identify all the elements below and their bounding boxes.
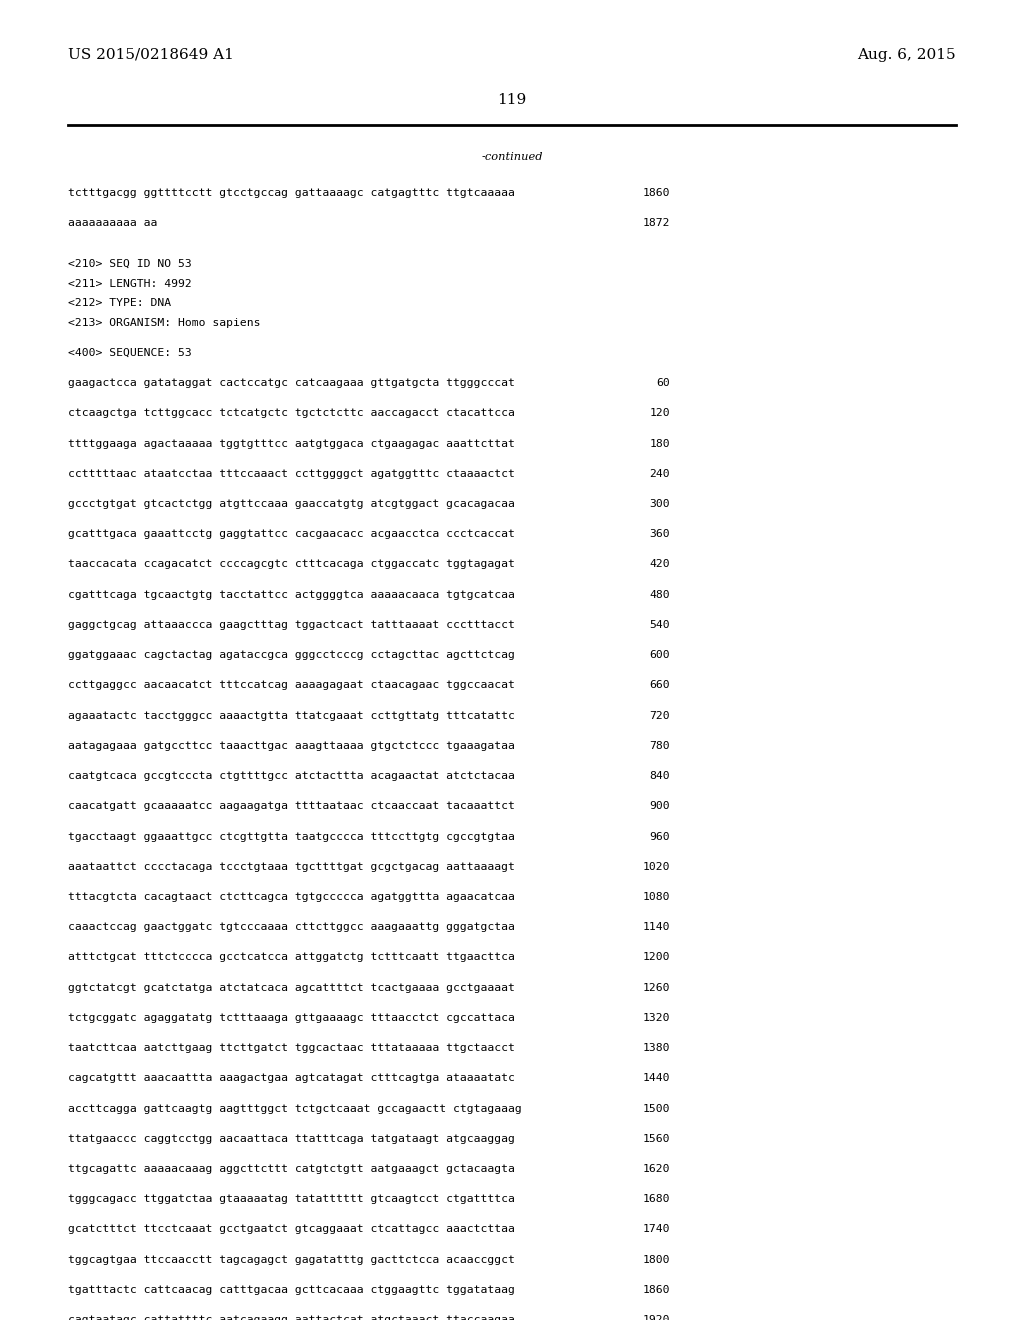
Text: 720: 720 bbox=[649, 710, 670, 721]
Text: 1800: 1800 bbox=[642, 1254, 670, 1265]
Text: <211> LENGTH: 4992: <211> LENGTH: 4992 bbox=[68, 279, 191, 289]
Text: tggcagtgaa ttccaacctt tagcagagct gagatatttg gacttctcca acaaccggct: tggcagtgaa ttccaacctt tagcagagct gagatat… bbox=[68, 1254, 515, 1265]
Text: aaataattct cccctacaga tccctgtaaa tgcttttgat gcgctgacag aattaaaagt: aaataattct cccctacaga tccctgtaaa tgctttt… bbox=[68, 862, 515, 871]
Text: aatagagaaa gatgccttcc taaacttgac aaagttaaaa gtgctctccc tgaaagataa: aatagagaaa gatgccttcc taaacttgac aaagtta… bbox=[68, 741, 515, 751]
Text: tgggcagacc ttggatctaa gtaaaaatag tatatttttt gtcaagtcct ctgattttca: tgggcagacc ttggatctaa gtaaaaatag tatattt… bbox=[68, 1195, 515, 1204]
Text: 360: 360 bbox=[649, 529, 670, 540]
Text: taaccacata ccagacatct ccccagcgtc ctttcacaga ctggaccatc tggtagagat: taaccacata ccagacatct ccccagcgtc ctttcac… bbox=[68, 560, 515, 569]
Text: 960: 960 bbox=[649, 832, 670, 842]
Text: 420: 420 bbox=[649, 560, 670, 569]
Text: gaggctgcag attaaaccca gaagctttag tggactcact tatttaaaat ccctttacct: gaggctgcag attaaaccca gaagctttag tggactc… bbox=[68, 620, 515, 630]
Text: <212> TYPE: DNA: <212> TYPE: DNA bbox=[68, 298, 171, 308]
Text: <210> SEQ ID NO 53: <210> SEQ ID NO 53 bbox=[68, 259, 191, 269]
Text: 60: 60 bbox=[656, 378, 670, 388]
Text: agaaatactc tacctgggcc aaaactgtta ttatcgaaat ccttgttatg tttcatattc: agaaatactc tacctgggcc aaaactgtta ttatcga… bbox=[68, 710, 515, 721]
Text: ggtctatcgt gcatctatga atctatcaca agcattttct tcactgaaaa gcctgaaaat: ggtctatcgt gcatctatga atctatcaca agcattt… bbox=[68, 982, 515, 993]
Text: gcatttgaca gaaattcctg gaggtattcc cacgaacacc acgaacctca ccctcaccat: gcatttgaca gaaattcctg gaggtattcc cacgaac… bbox=[68, 529, 515, 540]
Text: <213> ORGANISM: Homo sapiens: <213> ORGANISM: Homo sapiens bbox=[68, 318, 260, 327]
Text: cctttttaac ataatcctaa tttccaaact ccttggggct agatggtttc ctaaaactct: cctttttaac ataatcctaa tttccaaact ccttggg… bbox=[68, 469, 515, 479]
Text: tctttgacgg ggttttcctt gtcctgccag gattaaaagc catgagtttc ttgtcaaaaa: tctttgacgg ggttttcctt gtcctgccag gattaaa… bbox=[68, 187, 515, 198]
Text: 1320: 1320 bbox=[642, 1012, 670, 1023]
Text: 540: 540 bbox=[649, 620, 670, 630]
Text: ttatgaaccc caggtcctgg aacaattaca ttatttcaga tatgataagt atgcaaggag: ttatgaaccc caggtcctgg aacaattaca ttatttc… bbox=[68, 1134, 515, 1143]
Text: tctgcggatc agaggatatg tctttaaaga gttgaaaagc tttaacctct cgccattaca: tctgcggatc agaggatatg tctttaaaga gttgaaa… bbox=[68, 1012, 515, 1023]
Text: cgatttcaga tgcaactgtg tacctattcc actggggtca aaaaacaaca tgtgcatcaa: cgatttcaga tgcaactgtg tacctattcc actgggg… bbox=[68, 590, 515, 599]
Text: 1620: 1620 bbox=[642, 1164, 670, 1173]
Text: ctcaagctga tcttggcacc tctcatgctc tgctctcttc aaccagacct ctacattcca: ctcaagctga tcttggcacc tctcatgctc tgctctc… bbox=[68, 408, 515, 418]
Text: 240: 240 bbox=[649, 469, 670, 479]
Text: tgatttactc cattcaacag catttgacaa gcttcacaaa ctggaagttc tggatataag: tgatttactc cattcaacag catttgacaa gcttcac… bbox=[68, 1284, 515, 1295]
Text: ccttgaggcc aacaacatct tttccatcag aaaagagaat ctaacagaac tggccaacat: ccttgaggcc aacaacatct tttccatcag aaaagag… bbox=[68, 680, 515, 690]
Text: US 2015/0218649 A1: US 2015/0218649 A1 bbox=[68, 48, 233, 62]
Text: 180: 180 bbox=[649, 438, 670, 449]
Text: 120: 120 bbox=[649, 408, 670, 418]
Text: 1200: 1200 bbox=[642, 953, 670, 962]
Text: 900: 900 bbox=[649, 801, 670, 812]
Text: cagtaatagc cattattttc aatcagaagg aattactcat atgctaaact ttaccaagaa: cagtaatagc cattattttc aatcagaagg aattact… bbox=[68, 1315, 515, 1320]
Text: gccctgtgat gtcactctgg atgttccaaa gaaccatgtg atcgtggact gcacagacaa: gccctgtgat gtcactctgg atgttccaaa gaaccat… bbox=[68, 499, 515, 510]
Text: aaaaaaaaaa aa: aaaaaaaaaa aa bbox=[68, 218, 158, 228]
Text: 1500: 1500 bbox=[642, 1104, 670, 1114]
Text: 1860: 1860 bbox=[642, 187, 670, 198]
Text: caacatgatt gcaaaaatcc aagaagatga ttttaataac ctcaaccaat tacaaattct: caacatgatt gcaaaaatcc aagaagatga ttttaat… bbox=[68, 801, 515, 812]
Text: 1740: 1740 bbox=[642, 1225, 670, 1234]
Text: 1140: 1140 bbox=[642, 923, 670, 932]
Text: 1560: 1560 bbox=[642, 1134, 670, 1143]
Text: cagcatgttt aaacaattta aaagactgaa agtcatagat ctttcagtga ataaaatatc: cagcatgttt aaacaattta aaagactgaa agtcata… bbox=[68, 1073, 515, 1084]
Text: gcatctttct ttcctcaaat gcctgaatct gtcaggaaat ctcattagcc aaactcttaa: gcatctttct ttcctcaaat gcctgaatct gtcagga… bbox=[68, 1225, 515, 1234]
Text: 1680: 1680 bbox=[642, 1195, 670, 1204]
Text: 840: 840 bbox=[649, 771, 670, 781]
Text: ggatggaaac cagctactag agataccgca gggcctcccg cctagcttac agcttctcag: ggatggaaac cagctactag agataccgca gggcctc… bbox=[68, 651, 515, 660]
Text: -continued: -continued bbox=[481, 152, 543, 162]
Text: gaagactcca gatataggat cactccatgc catcaagaaa gttgatgcta ttgggcccat: gaagactcca gatataggat cactccatgc catcaag… bbox=[68, 378, 515, 388]
Text: 1020: 1020 bbox=[642, 862, 670, 871]
Text: 1260: 1260 bbox=[642, 982, 670, 993]
Text: caatgtcaca gccgtcccta ctgttttgcc atctacttta acagaactat atctctacaa: caatgtcaca gccgtcccta ctgttttgcc atctact… bbox=[68, 771, 515, 781]
Text: <400> SEQUENCE: 53: <400> SEQUENCE: 53 bbox=[68, 348, 191, 358]
Text: 119: 119 bbox=[498, 92, 526, 107]
Text: ttttggaaga agactaaaaa tggtgtttcc aatgtggaca ctgaagagac aaattcttat: ttttggaaga agactaaaaa tggtgtttcc aatgtgg… bbox=[68, 438, 515, 449]
Text: accttcagga gattcaagtg aagtttggct tctgctcaaat gccagaactt ctgtagaaag: accttcagga gattcaagtg aagtttggct tctgctc… bbox=[68, 1104, 522, 1114]
Text: 300: 300 bbox=[649, 499, 670, 510]
Text: 660: 660 bbox=[649, 680, 670, 690]
Text: ttgcagattc aaaaacaaag aggcttcttt catgtctgtt aatgaaagct gctacaagta: ttgcagattc aaaaacaaag aggcttcttt catgtct… bbox=[68, 1164, 515, 1173]
Text: taatcttcaa aatcttgaag ttcttgatct tggcactaac tttataaaaa ttgctaacct: taatcttcaa aatcttgaag ttcttgatct tggcact… bbox=[68, 1043, 515, 1053]
Text: 1080: 1080 bbox=[642, 892, 670, 902]
Text: 1380: 1380 bbox=[642, 1043, 670, 1053]
Text: Aug. 6, 2015: Aug. 6, 2015 bbox=[857, 48, 956, 62]
Text: caaactccag gaactggatc tgtcccaaaa cttcttggcc aaagaaattg gggatgctaa: caaactccag gaactggatc tgtcccaaaa cttcttg… bbox=[68, 923, 515, 932]
Text: 780: 780 bbox=[649, 741, 670, 751]
Text: 480: 480 bbox=[649, 590, 670, 599]
Text: 1860: 1860 bbox=[642, 1284, 670, 1295]
Text: tgacctaagt ggaaattgcc ctcgttgtta taatgcccca tttccttgtg cgccgtgtaa: tgacctaagt ggaaattgcc ctcgttgtta taatgcc… bbox=[68, 832, 515, 842]
Text: 1872: 1872 bbox=[642, 218, 670, 228]
Text: 1920: 1920 bbox=[642, 1315, 670, 1320]
Text: 1440: 1440 bbox=[642, 1073, 670, 1084]
Text: tttacgtcta cacagtaact ctcttcagca tgtgccccca agatggttta agaacatcaa: tttacgtcta cacagtaact ctcttcagca tgtgccc… bbox=[68, 892, 515, 902]
Text: 600: 600 bbox=[649, 651, 670, 660]
Text: atttctgcat tttctcccca gcctcatcca attggatctg tctttcaatt ttgaacttca: atttctgcat tttctcccca gcctcatcca attggat… bbox=[68, 953, 515, 962]
